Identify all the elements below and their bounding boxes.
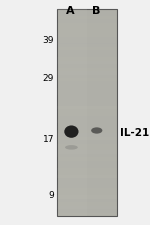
Bar [57, 26, 117, 30]
Bar [57, 40, 117, 43]
Text: 29: 29 [43, 74, 54, 83]
Bar [57, 23, 117, 26]
Bar [57, 133, 117, 137]
Bar [57, 50, 117, 54]
Ellipse shape [64, 126, 79, 138]
Bar [57, 81, 117, 85]
Text: B: B [92, 6, 100, 16]
Text: 17: 17 [42, 135, 54, 144]
Bar [57, 88, 117, 92]
Bar [57, 147, 117, 151]
Bar [57, 9, 117, 216]
Bar [57, 130, 117, 133]
Bar [57, 37, 117, 40]
Bar [57, 85, 117, 88]
Bar [57, 192, 117, 195]
Bar [57, 33, 117, 37]
Bar [57, 171, 117, 175]
Text: 39: 39 [42, 36, 54, 45]
Bar [57, 168, 117, 171]
Bar [57, 199, 117, 202]
Bar [57, 178, 117, 182]
Bar [57, 106, 117, 109]
Bar [57, 30, 117, 33]
Bar [57, 78, 117, 81]
Bar [57, 151, 117, 154]
Bar [57, 209, 117, 213]
Bar [57, 102, 117, 106]
Bar [57, 182, 117, 185]
Bar [57, 116, 117, 119]
Bar [57, 185, 117, 188]
Bar [57, 9, 117, 12]
Bar [57, 99, 117, 102]
Bar [57, 54, 117, 57]
Bar [57, 195, 117, 199]
Bar [57, 112, 117, 116]
Bar [57, 57, 117, 61]
Bar [57, 144, 117, 147]
Ellipse shape [65, 145, 78, 150]
Bar [57, 64, 117, 68]
Bar [57, 71, 117, 74]
Bar [57, 140, 117, 144]
Text: IL-21: IL-21 [120, 128, 149, 138]
Bar [57, 16, 117, 19]
Bar [57, 119, 117, 123]
Bar [57, 74, 117, 78]
Bar [57, 61, 117, 64]
Bar [57, 213, 117, 216]
Bar [57, 126, 117, 130]
Bar [57, 137, 117, 140]
Bar [57, 19, 117, 23]
Bar [57, 206, 117, 209]
Bar [57, 157, 117, 161]
Bar [57, 92, 117, 95]
Text: A: A [66, 6, 75, 16]
Bar [57, 43, 117, 47]
Bar [57, 161, 117, 164]
Bar [57, 95, 117, 99]
Bar [57, 109, 117, 112]
Bar [57, 123, 117, 126]
Bar [57, 12, 117, 16]
Bar [57, 188, 117, 192]
Bar [57, 175, 117, 178]
Bar [57, 202, 117, 206]
Bar [57, 47, 117, 50]
Bar [57, 164, 117, 168]
Bar [57, 68, 117, 71]
Text: 9: 9 [48, 191, 54, 200]
Ellipse shape [91, 127, 102, 134]
Bar [58, 9, 87, 216]
Bar [57, 154, 117, 157]
